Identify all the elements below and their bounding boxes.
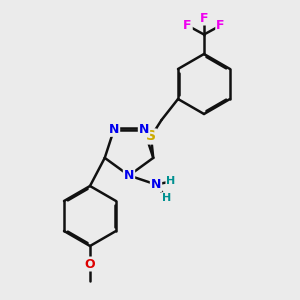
Text: F: F bbox=[216, 19, 225, 32]
Text: H: H bbox=[167, 176, 176, 187]
Text: N: N bbox=[124, 169, 134, 182]
Text: S: S bbox=[146, 130, 156, 143]
Text: F: F bbox=[183, 19, 192, 32]
Text: F: F bbox=[200, 11, 208, 25]
Text: O: O bbox=[85, 257, 95, 271]
Text: N: N bbox=[109, 123, 119, 136]
Text: N: N bbox=[139, 123, 149, 136]
Text: N: N bbox=[151, 178, 161, 191]
Text: H: H bbox=[162, 193, 171, 203]
